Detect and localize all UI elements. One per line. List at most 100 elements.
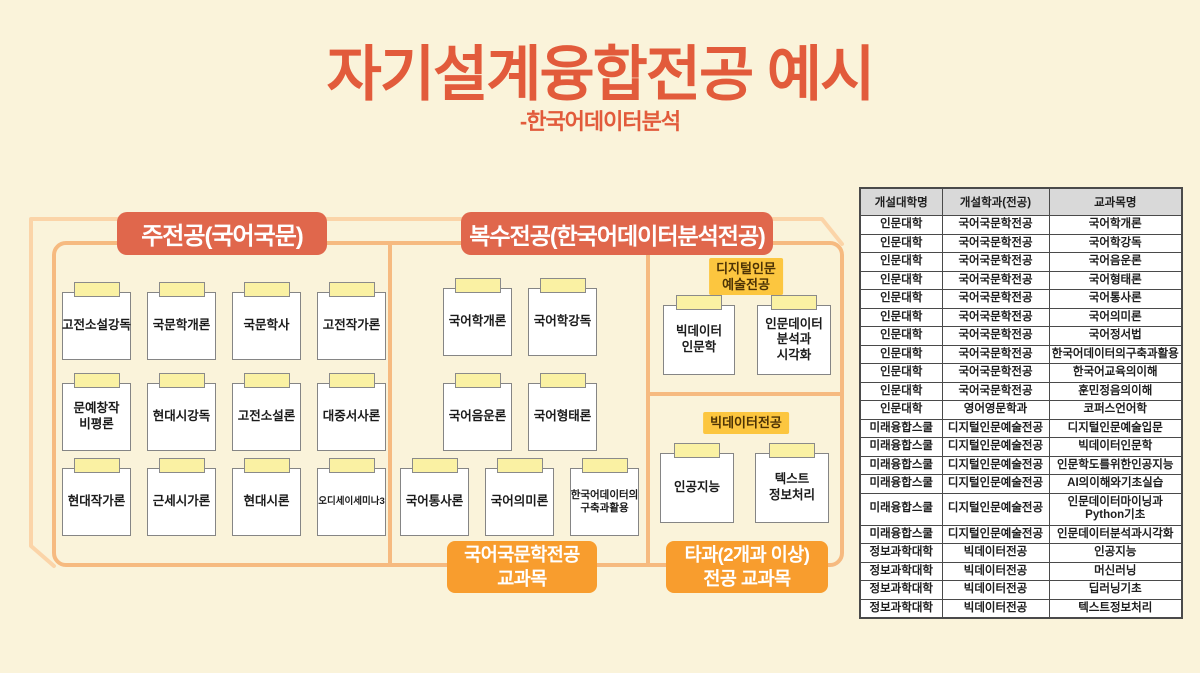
page-subtitle: -한국어데이터분석 xyxy=(519,109,681,134)
course-card: 오디세이세미나3 xyxy=(317,458,386,536)
course-card: 고전소설강독 xyxy=(62,282,132,360)
card-clip-tab-icon xyxy=(581,458,628,473)
course-card-label: 한국어데이터의 구축과활용 xyxy=(570,488,639,514)
card-clip-tab-icon xyxy=(411,458,458,473)
table-cell: 미래융합스쿨 xyxy=(859,418,943,438)
card-clip-tab-icon xyxy=(674,443,720,458)
table-row: 미래융합스쿨 디지털인문예술전공 인문데이터분석과시각화 xyxy=(859,524,1183,544)
table-cell: 인문대학 xyxy=(859,363,943,383)
course-card: 인공지능 xyxy=(660,443,734,523)
table-cell: 미래융합스쿨 xyxy=(859,492,943,526)
table-cell: 국어국문학전공 xyxy=(941,233,1050,253)
table-cell: 인문대학 xyxy=(859,344,943,364)
course-card: 국어의미론 xyxy=(485,458,554,536)
table-row: 정보과학대학 빅데이터전공 머신러닝 xyxy=(859,561,1183,581)
card-clip-tab-icon xyxy=(158,458,205,473)
table-row: 미래융합스쿨 디지털인문예술전공 빅데이터인문학 xyxy=(859,437,1183,457)
table-cell: 딥러닝기초 xyxy=(1048,580,1183,600)
card-clip-tab-icon xyxy=(328,373,375,388)
table-cell: 미래융합스쿨 xyxy=(859,437,943,457)
table-cell: 인문데이터분석과시각화 xyxy=(1048,524,1183,544)
course-card-label: 인문데이터 분석과 시각화 xyxy=(765,316,823,362)
course-card-label: 빅데이터 인문학 xyxy=(675,324,722,354)
course-card-label: 인공지능 xyxy=(673,480,720,495)
table-cell: 국어국문학전공 xyxy=(941,381,1050,401)
course-card-label: 국어학강독 xyxy=(533,314,592,329)
course-card: 현대시론 xyxy=(232,458,301,536)
course-card: 텍스트 정보처리 xyxy=(755,443,829,523)
course-card-label: 현대시강독 xyxy=(152,409,211,424)
course-card: 국문학개론 xyxy=(147,282,216,360)
table-cell: 인문대학 xyxy=(859,326,943,346)
table-cell: 빅데이터전공 xyxy=(941,543,1050,563)
table-cell: 빅데이터인문학 xyxy=(1048,437,1183,457)
table-row: 인문대학 국어국문학전공 국어음운론 xyxy=(859,252,1183,272)
table-cell: 빅데이터전공 xyxy=(941,580,1050,600)
table-cell: 국어학강독 xyxy=(1048,233,1183,253)
card-clip-tab-icon xyxy=(328,458,375,473)
table-cell: 디지털인문예술전공 xyxy=(941,474,1050,494)
table-cell: 인문대학 xyxy=(859,215,943,235)
course-card-label: 고전소설론 xyxy=(237,409,296,424)
card-clip-tab-icon xyxy=(539,278,586,293)
course-card: 대중서사론 xyxy=(317,373,386,451)
course-card-label: 국어통사론 xyxy=(405,494,464,509)
card-clip-tab-icon xyxy=(158,282,205,297)
table-cell: 인문학도를위한인공지능 xyxy=(1048,455,1183,475)
table-cell: 미래융합스쿨 xyxy=(859,455,943,475)
table-cell: 인문대학 xyxy=(859,233,943,253)
course-card-label: 고전작가론 xyxy=(322,318,381,333)
card-clip-tab-icon xyxy=(158,373,205,388)
table-row: 인문대학 국어국문학전공 국어형태론 xyxy=(859,270,1183,290)
card-clip-tab-icon xyxy=(73,282,120,297)
table-column-header: 교과목명 xyxy=(1048,187,1183,216)
table-header-row: 개설대학명 개설학과(전공) 교과목명 xyxy=(859,187,1183,216)
course-card: 빅데이터 인문학 xyxy=(663,295,735,375)
table-cell: 텍스트정보처리 xyxy=(1048,598,1183,619)
table-cell: 국어국문학전공 xyxy=(941,270,1050,290)
table-cell: 디지털인문예술전공 xyxy=(941,437,1050,457)
table-cell: 인문대학 xyxy=(859,252,943,272)
table-cell: 정보과학대학 xyxy=(859,561,943,581)
course-card: 고전소설론 xyxy=(232,373,301,451)
card-clip-tab-icon xyxy=(243,282,290,297)
table-row: 인문대학 국어국문학전공 한국어데이터의구축과활용 xyxy=(859,344,1183,364)
course-card-label: 대중서사론 xyxy=(322,409,381,424)
course-card: 국어음운론 xyxy=(443,373,512,451)
table-row: 인문대학 영어영문학과 코퍼스언어학 xyxy=(859,400,1183,420)
bottom-label-other-dept-courses: 타과(2개과 이상) 전공 교과목 xyxy=(666,541,828,593)
table-cell: 정보과학대학 xyxy=(859,543,943,563)
course-card-label: 국어학개론 xyxy=(448,314,507,329)
card-clip-tab-icon xyxy=(769,443,815,458)
table-row: 미래융합스쿨 디지털인문예술전공 인문데이터마이닝과 Python기초 xyxy=(859,492,1183,526)
course-card-label: 국문학사 xyxy=(243,318,290,333)
table-cell: 국어형태론 xyxy=(1048,270,1183,290)
course-card: 근세시가론 xyxy=(147,458,216,536)
table-row: 인문대학 국어국문학전공 국어학개론 xyxy=(859,215,1183,235)
table-cell: 한국어교육의이해 xyxy=(1048,363,1183,383)
table-cell: 정보과학대학 xyxy=(859,580,943,600)
course-card-label: 고전소설강독 xyxy=(62,318,132,333)
table-column-header: 개설대학명 xyxy=(859,187,943,216)
double-major-header-label: 복수전공(한국어데이터분석전공) xyxy=(469,222,766,249)
card-clip-tab-icon xyxy=(539,373,586,388)
course-card: 현대시강독 xyxy=(147,373,216,451)
course-card-label: 현대작가론 xyxy=(67,494,126,509)
table-row: 미래융합스쿨 디지털인문예술전공 인문학도를위한인공지능 xyxy=(859,455,1183,475)
course-card: 국어학개론 xyxy=(443,278,512,356)
table-row: 인문대학 국어국문학전공 국어학강독 xyxy=(859,233,1183,253)
table-row: 인문대학 국어국문학전공 한국어교육의이해 xyxy=(859,363,1183,383)
table-cell: 훈민정음의이해 xyxy=(1048,381,1183,401)
course-card: 현대작가론 xyxy=(62,458,131,536)
main-major-header-label: 주전공(국어국문) xyxy=(141,223,304,250)
table-cell: 한국어데이터의구축과활용 xyxy=(1048,344,1183,364)
sub-major-label-digital-humanities: 디지털인문 예술전공 xyxy=(709,258,783,296)
course-card-label: 근세시가론 xyxy=(152,494,211,509)
card-clip-tab-icon xyxy=(243,373,290,388)
card-clip-tab-icon xyxy=(771,295,817,310)
table-cell: 인문대학 xyxy=(859,289,943,309)
course-table: 개설대학명 개설학과(전공) 교과목명 인문대학 국어국문학전공 국어학개론 인문대학 국어… xyxy=(859,187,1183,619)
table-cell: 디지털인문예술전공 xyxy=(941,524,1050,544)
table-row: 미래융합스쿨 디지털인문예술전공 디지털인문예술입문 xyxy=(859,418,1183,438)
